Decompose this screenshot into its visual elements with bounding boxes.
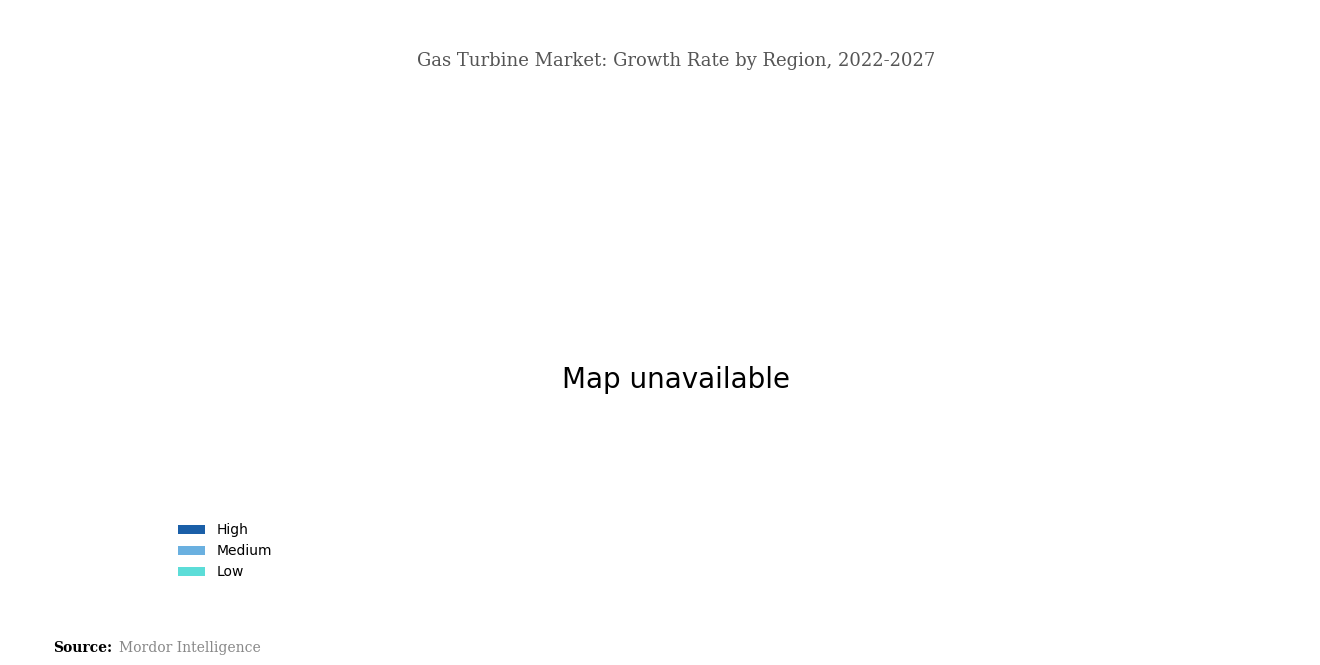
Legend: High, Medium, Low: High, Medium, Low xyxy=(172,518,277,585)
Text: Mordor Intelligence: Mordor Intelligence xyxy=(119,640,260,655)
Text: Map unavailable: Map unavailable xyxy=(562,366,791,394)
Text: Source:: Source: xyxy=(53,640,112,655)
Title: Gas Turbine Market: Growth Rate by Region, 2022-2027: Gas Turbine Market: Growth Rate by Regio… xyxy=(417,52,936,70)
